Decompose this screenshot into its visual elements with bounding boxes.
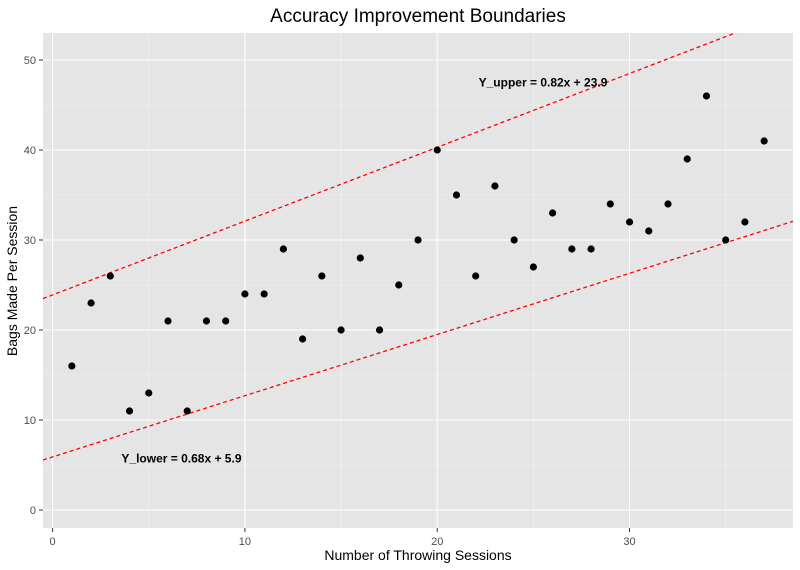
x-tick-label: 10 (239, 536, 251, 548)
y-tick-label: 40 (24, 145, 36, 157)
annotation-lower: Y_lower = 0.68x + 5.9 (121, 452, 241, 466)
boundary-line-lower (43, 220, 793, 461)
data-point (68, 362, 76, 370)
data-point (625, 218, 634, 226)
y-axis-title: Bags Made Per Session (4, 206, 20, 356)
data-point (452, 191, 461, 199)
x-tick-label: 30 (623, 536, 635, 548)
y-tick-label: 0 (30, 505, 36, 517)
data-point (722, 236, 730, 244)
annotation-upper: Y_upper = 0.82x + 23.9 (479, 76, 608, 90)
data-point (683, 155, 691, 163)
data-points (68, 92, 768, 415)
data-point (510, 236, 518, 244)
grid-minor (43, 33, 793, 528)
data-point (279, 245, 287, 253)
grid-major (43, 33, 793, 528)
data-point (241, 290, 249, 298)
boundary-line-upper (43, 33, 737, 300)
data-point (145, 389, 153, 397)
data-point (164, 317, 172, 325)
data-point (125, 407, 134, 415)
x-tick-label: 20 (431, 536, 443, 548)
boundary-lines (43, 33, 793, 461)
data-point (702, 92, 711, 100)
data-point (318, 272, 326, 280)
x-axis-ticks: 0 10 20 30 (50, 528, 636, 548)
data-point (375, 326, 384, 334)
y-tick-label: 50 (24, 55, 36, 67)
x-tick-label: 0 (50, 536, 56, 548)
data-point (472, 272, 480, 280)
y-tick-label: 30 (24, 235, 36, 247)
data-point (549, 209, 557, 217)
plot-panel (43, 33, 793, 528)
data-point (395, 281, 403, 289)
data-point (106, 272, 114, 280)
data-point (337, 326, 345, 334)
data-point (587, 245, 595, 253)
data-point (260, 290, 268, 298)
y-tick-label: 20 (24, 325, 36, 337)
chart-title: Accuracy Improvement Boundaries (270, 6, 566, 27)
data-point (356, 254, 364, 262)
data-point (202, 317, 211, 325)
y-axis-ticks: 0 10 20 30 40 50 (24, 55, 43, 517)
annotations: Y_upper = 0.82x + 23.9 Y_lower = 0.68x + … (121, 76, 607, 466)
data-point (222, 317, 230, 325)
x-axis-title: Number of Throwing Sessions (324, 547, 511, 563)
data-point (414, 236, 422, 244)
data-point (741, 218, 749, 226)
data-point (606, 200, 614, 208)
y-tick-label: 10 (24, 415, 36, 427)
data-point (568, 245, 576, 253)
data-point (529, 263, 537, 271)
data-point (645, 227, 653, 235)
data-point (433, 146, 441, 154)
data-point (183, 407, 191, 415)
data-point (664, 200, 672, 208)
data-point (87, 299, 95, 307)
data-point (491, 182, 499, 190)
data-point (299, 335, 307, 343)
data-point (760, 137, 768, 145)
